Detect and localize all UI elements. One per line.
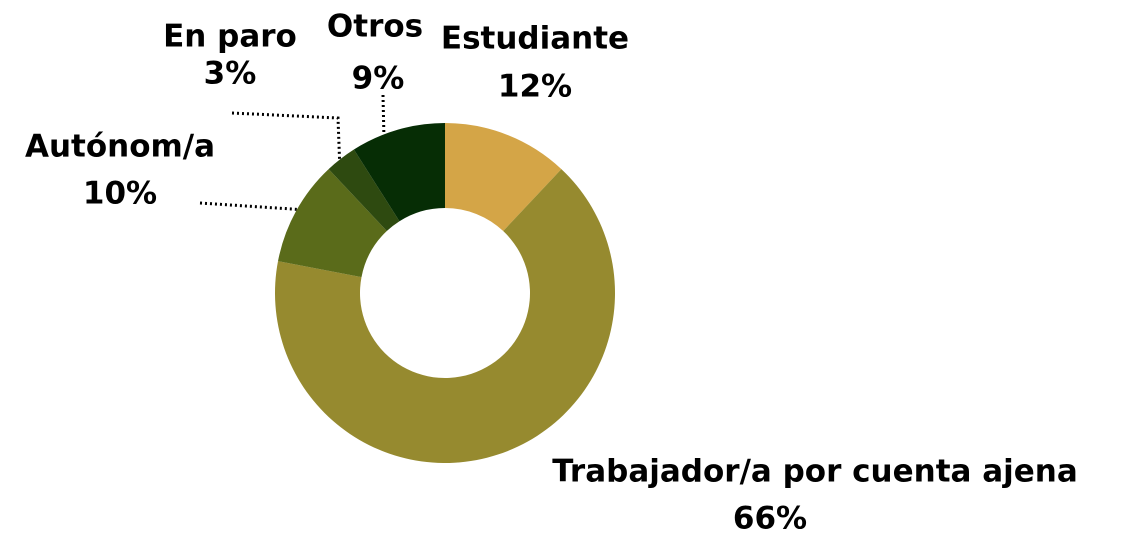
slice-value-label: 12% (498, 69, 572, 105)
pie-slice (275, 169, 615, 464)
slice-label: En paro (163, 19, 297, 55)
pie-slice (278, 169, 387, 278)
slice-value-label: 66% (733, 501, 807, 536)
leader-line (199, 201, 308, 212)
slice-label: Otros (327, 9, 423, 45)
pie-slice (328, 149, 400, 232)
pie-slice (445, 123, 562, 232)
leader-line (381, 94, 386, 141)
slice-label: Autónom/a (25, 129, 215, 165)
slice-label: Trabajador/a por cuenta ajena (552, 454, 1078, 490)
pie-slice (353, 123, 445, 222)
slice-value-label: 10% (83, 176, 157, 212)
slice-value-label: 3% (204, 56, 257, 92)
slice-value-label: 9% (352, 61, 405, 97)
slice-label: Estudiante (441, 21, 629, 57)
leader-line (231, 111, 342, 173)
